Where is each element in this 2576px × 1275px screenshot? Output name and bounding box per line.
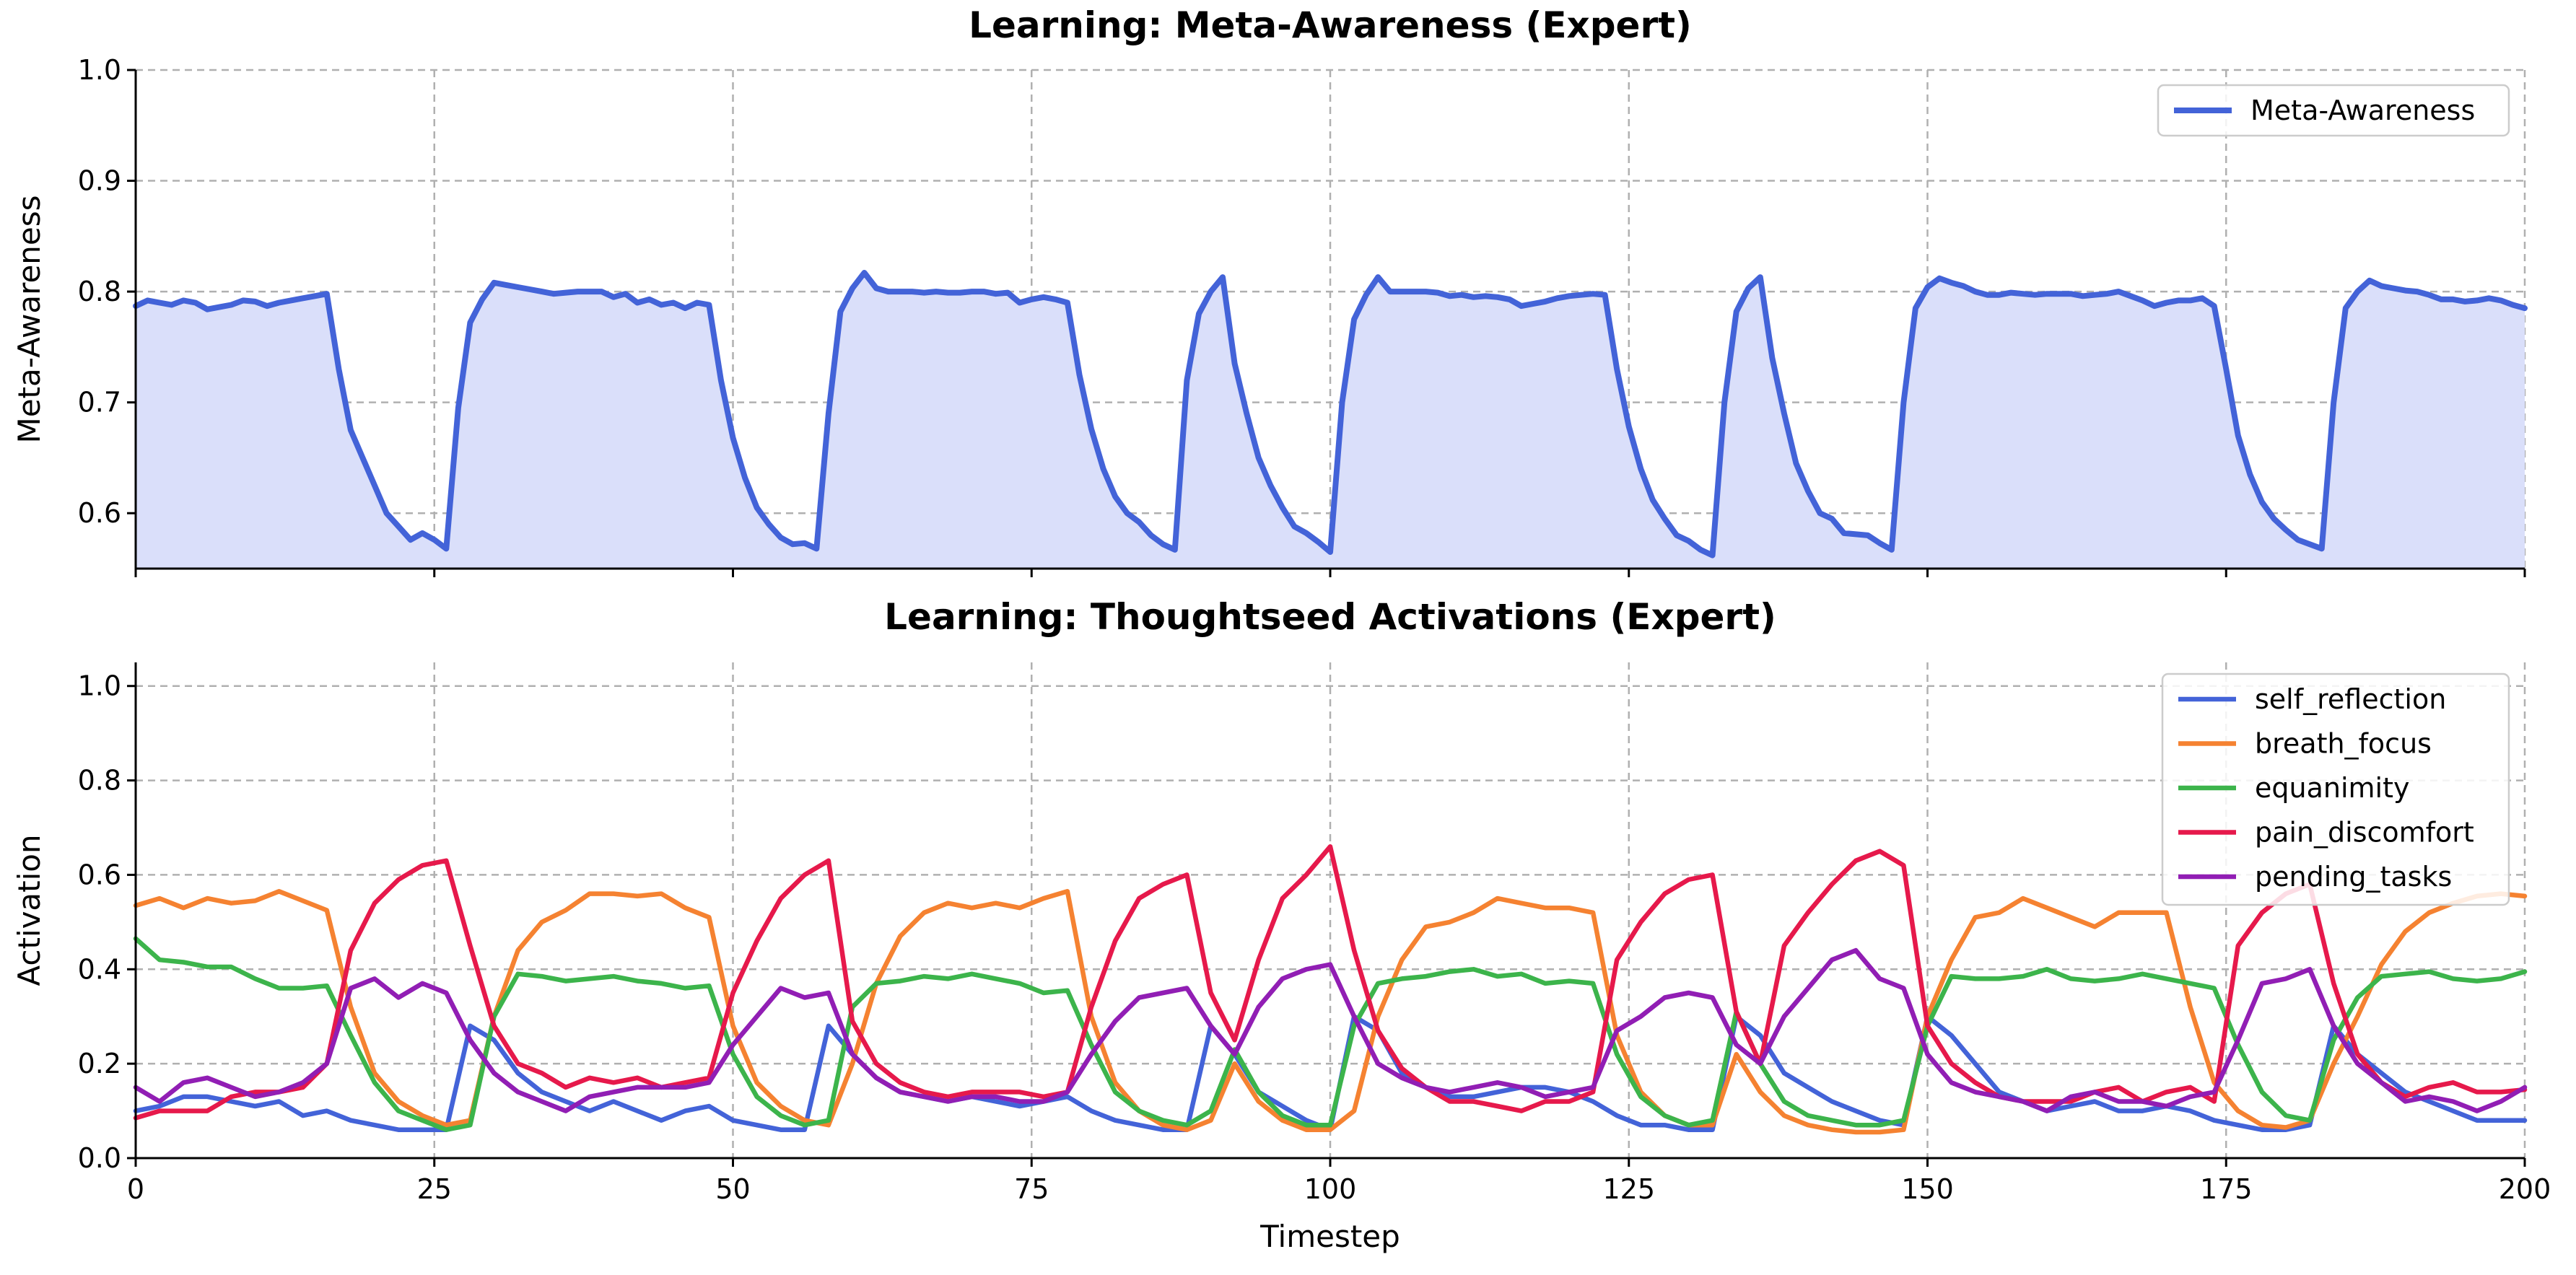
y-tick-label: 0.6 (78, 497, 121, 529)
x-tick-label: 150 (1901, 1173, 1954, 1205)
x-tick-label: 75 (1014, 1173, 1049, 1205)
y-tick-label: 0.7 (78, 387, 121, 419)
x-tick-label: 50 (715, 1173, 750, 1205)
x-tick-label: 25 (417, 1173, 452, 1205)
meta-awareness-panel: 0.6 0.7 0.8 0.9 1.0 Learning: Meta-Awareness … (12, 4, 2528, 577)
y-axis-label: Meta-Awareness (12, 195, 47, 443)
y-tick-label: 0.8 (78, 276, 121, 307)
series-area-Meta-Awareness (136, 273, 2525, 569)
x-axis-label: Timestep (1259, 1219, 1400, 1254)
x-tick-label: 200 (2499, 1173, 2551, 1205)
legend-box (2157, 84, 2510, 137)
series-line-Meta-Awareness (133, 270, 2528, 558)
chart-title: Learning: Meta-Awareness (Expert) (969, 4, 1692, 46)
chart-title: Learning: Thoughtseed Activations (Exper… (884, 596, 1776, 638)
legend-label: equanimity (2255, 772, 2409, 804)
series-line-pending_tasks (133, 947, 2528, 1113)
x-tick-label: 175 (2200, 1173, 2253, 1205)
series-line-pain_discomfort (133, 844, 2528, 1121)
series-line-equanimity (133, 936, 2528, 1132)
y-tick-label: 0.2 (78, 1048, 121, 1079)
y-tick-label: 1.0 (78, 54, 121, 86)
legend: self_reflection breath_focus equanimity pai… (2161, 672, 2510, 906)
x-tick-label: 125 (1602, 1173, 1655, 1205)
y-tick-label: 0.0 (78, 1142, 121, 1174)
y-tick-label: 1.0 (78, 670, 121, 702)
legend-label: pain_discomfort (2255, 817, 2474, 849)
x-tick-label: 100 (1304, 1173, 1357, 1205)
y-tick-label: 0.4 (78, 953, 121, 985)
y-tick-label: 0.6 (78, 859, 121, 890)
legend-box (2161, 672, 2510, 906)
y-axis-label: Activation (12, 834, 47, 986)
series-line-breath_focus (133, 889, 2528, 1135)
legend-label: breath_focus (2255, 728, 2432, 760)
thoughtseed-activations-panel: 0 25 50 75 100 125 150 175 200 0.0 0.2 0.4 0.6 0.8 1.0… (12, 596, 2551, 1254)
legend-label: Meta-Awareness (2250, 95, 2475, 126)
legend: Meta-Awareness (2157, 84, 2510, 137)
y-tick-label: 0.9 (78, 165, 121, 197)
legend-label: pending_tasks (2255, 861, 2452, 893)
x-tick-label: 0 (127, 1173, 144, 1205)
y-tick-label: 0.8 (78, 765, 121, 797)
legend-label: self_reflection (2255, 683, 2446, 715)
